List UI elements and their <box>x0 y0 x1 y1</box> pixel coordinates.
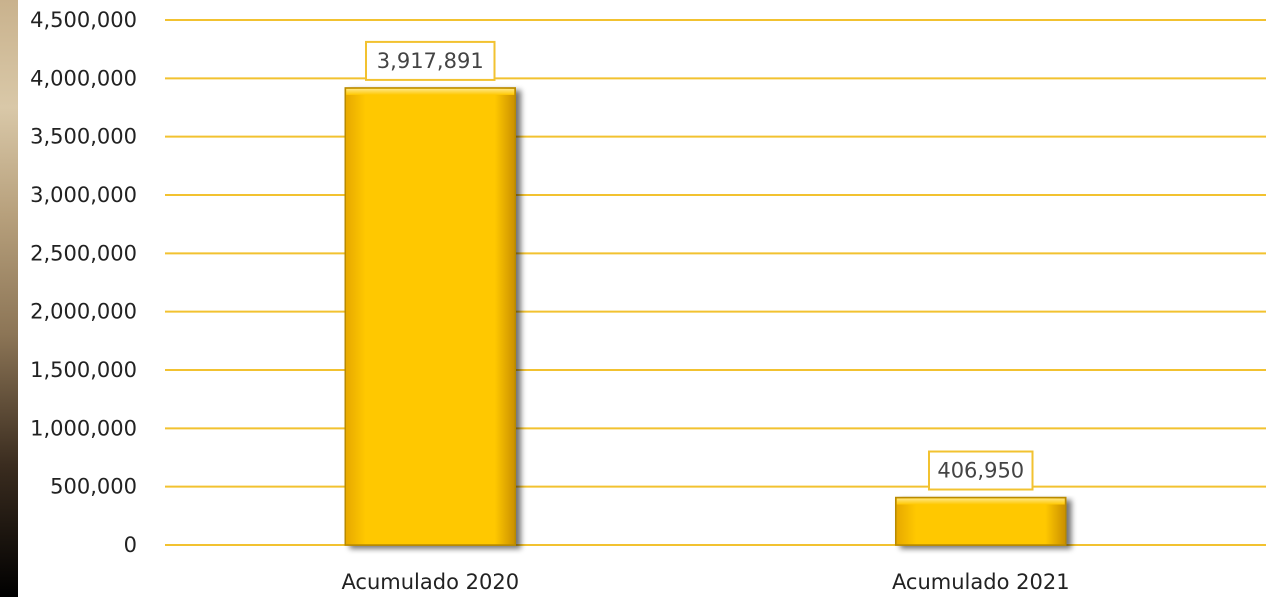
data-label: 3,917,891 <box>377 49 484 73</box>
y-tick-label: 0 <box>124 533 137 557</box>
y-tick-label: 4,000,000 <box>30 66 137 90</box>
y-tick-label: 500,000 <box>50 475 137 499</box>
y-tick-label: 4,500,000 <box>30 8 137 32</box>
background-image-strip <box>0 0 18 597</box>
data-label-box <box>928 450 1034 491</box>
bar-highlight <box>346 88 515 95</box>
bar-highlight <box>896 498 1065 505</box>
y-tick-label: 2,000,000 <box>30 300 137 324</box>
y-tick-label: 2,500,000 <box>30 241 137 265</box>
y-tick-label: 3,500,000 <box>30 125 137 149</box>
x-category-label: Acumulado 2021 <box>892 570 1070 594</box>
y-tick-label: 1,000,000 <box>30 416 137 440</box>
data-label-box <box>365 40 496 81</box>
bar-group <box>344 87 516 546</box>
y-tick-label: 3,000,000 <box>30 183 137 207</box>
data-label: 406,950 <box>937 459 1024 483</box>
y-tick-label: 1,500,000 <box>30 358 137 382</box>
x-category-label: Acumulado 2020 <box>341 570 519 594</box>
bar-group <box>895 496 1067 546</box>
bar <box>344 87 516 546</box>
bar <box>895 496 1067 546</box>
